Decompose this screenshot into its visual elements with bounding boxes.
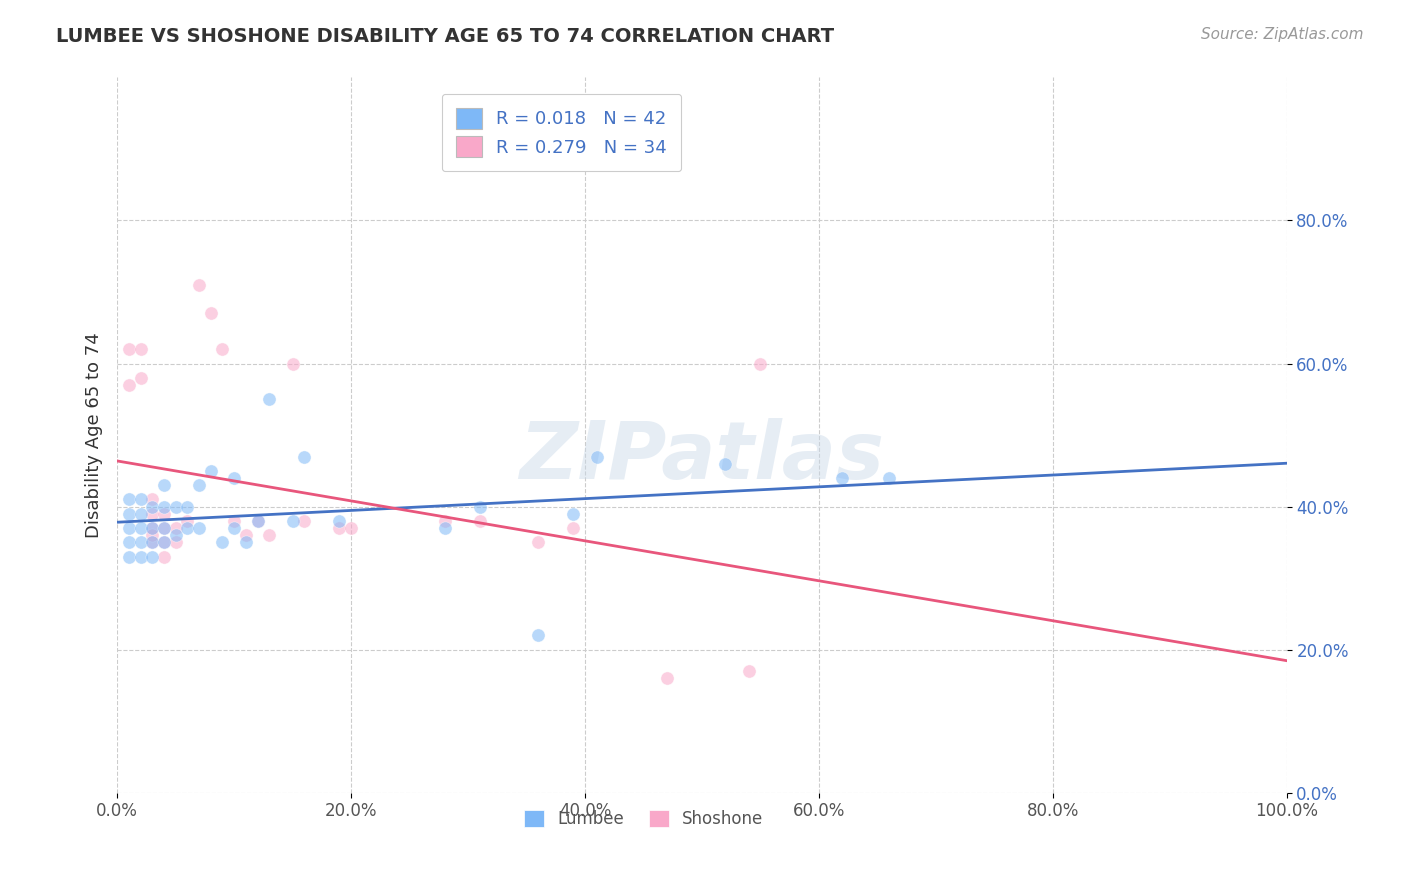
Point [749, 357, 772, 371]
Point [118, 521, 141, 535]
Point [165, 521, 187, 535]
Point [141, 521, 163, 535]
Point [224, 514, 246, 528]
Point [141, 507, 163, 521]
Point [831, 471, 853, 485]
Point [141, 549, 163, 564]
Point [292, 514, 315, 528]
Point [433, 514, 456, 528]
Point [118, 549, 141, 564]
Point [655, 671, 678, 685]
Point [328, 514, 350, 528]
Point [211, 343, 233, 357]
Point [257, 392, 280, 407]
Point [235, 535, 257, 549]
Point [281, 357, 304, 371]
Legend: Lumbee, Shoshone: Lumbee, Shoshone [517, 803, 770, 834]
Point [246, 514, 269, 528]
Point [141, 521, 163, 535]
Point [118, 343, 141, 357]
Point [257, 528, 280, 542]
Point [129, 535, 152, 549]
Point [176, 500, 198, 514]
Point [340, 521, 363, 535]
Point [562, 521, 585, 535]
Y-axis label: Disability Age 65 to 74: Disability Age 65 to 74 [86, 332, 103, 538]
Point [877, 471, 900, 485]
Point [211, 535, 233, 549]
Point [176, 514, 198, 528]
Point [141, 528, 163, 542]
Point [129, 521, 152, 535]
Text: ZIPatlas: ZIPatlas [519, 417, 884, 495]
Point [246, 514, 269, 528]
Point [176, 521, 198, 535]
Point [165, 528, 187, 542]
Text: LUMBEE VS SHOSHONE DISABILITY AGE 65 TO 74 CORRELATION CHART: LUMBEE VS SHOSHONE DISABILITY AGE 65 TO … [56, 27, 834, 45]
Point [153, 478, 176, 492]
Point [129, 549, 152, 564]
Point [153, 521, 176, 535]
Point [235, 528, 257, 542]
Text: Source: ZipAtlas.com: Source: ZipAtlas.com [1201, 27, 1364, 42]
Point [188, 521, 211, 535]
Point [118, 535, 141, 549]
Point [165, 535, 187, 549]
Point [737, 664, 759, 678]
Point [153, 549, 176, 564]
Point [118, 507, 141, 521]
Point [153, 507, 176, 521]
Point [468, 514, 491, 528]
Point [153, 535, 176, 549]
Point [129, 371, 152, 385]
Point [129, 507, 152, 521]
Point [714, 457, 737, 471]
Point [141, 535, 163, 549]
Point [200, 306, 222, 320]
Point [141, 500, 163, 514]
Point [141, 535, 163, 549]
Point [562, 507, 585, 521]
Point [153, 521, 176, 535]
Point [224, 521, 246, 535]
Point [585, 450, 607, 464]
Point [433, 521, 456, 535]
Point [527, 535, 550, 549]
Point [292, 450, 315, 464]
Point [281, 514, 304, 528]
Point [153, 500, 176, 514]
Point [118, 492, 141, 507]
Point [118, 378, 141, 392]
Point [224, 471, 246, 485]
Point [188, 478, 211, 492]
Point [200, 464, 222, 478]
Point [188, 277, 211, 292]
Point [165, 500, 187, 514]
Point [153, 535, 176, 549]
Point [141, 492, 163, 507]
Point [129, 492, 152, 507]
Point [468, 500, 491, 514]
Point [129, 343, 152, 357]
Point [328, 521, 350, 535]
Point [527, 628, 550, 642]
